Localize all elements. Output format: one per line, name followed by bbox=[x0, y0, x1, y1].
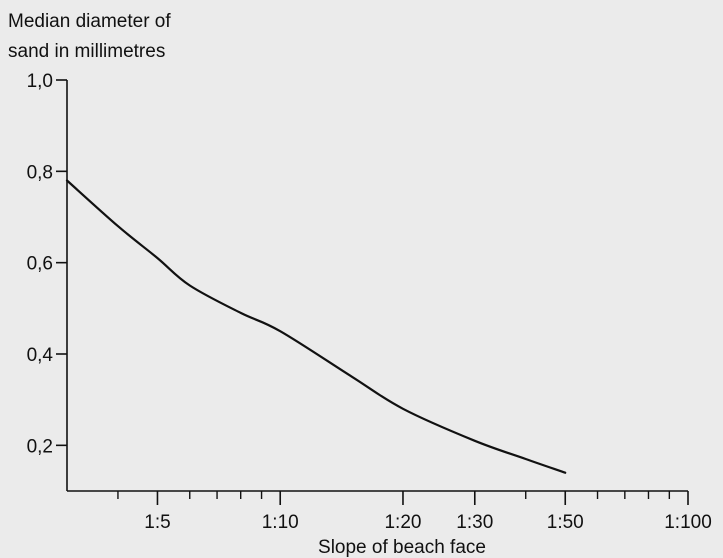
y-axis-title-line-2: sand in millimetres bbox=[8, 41, 165, 62]
y-tick-label: 1,0 bbox=[27, 71, 53, 92]
y-ticks: 1,0 0,8 0,6 0,4 0,2 bbox=[27, 71, 67, 457]
y-tick-label: 0,6 bbox=[27, 254, 53, 275]
x-tick-label: 1:10 bbox=[262, 512, 299, 533]
series-line bbox=[65, 179, 567, 474]
x-tick-label: 1:100 bbox=[664, 512, 712, 533]
y-tick-label: 0,4 bbox=[27, 345, 54, 366]
x-tick-label: 1:30 bbox=[456, 512, 493, 533]
x-tick-label: 1:50 bbox=[547, 512, 584, 533]
y-axis-title: Median diameter of sand in millimetres bbox=[8, 11, 171, 62]
x-tick-label: 1:5 bbox=[144, 512, 170, 533]
y-tick-label: 0,8 bbox=[27, 162, 53, 183]
x-ticks: 1:5 1:10 1:20 1:30 1:50 1:100 bbox=[117, 491, 712, 533]
y-tick-label: 0,2 bbox=[27, 436, 53, 457]
x-axis-title: Slope of beach face bbox=[318, 537, 486, 558]
y-axis-title-line-1: Median diameter of bbox=[8, 11, 171, 32]
x-tick-label: 1:20 bbox=[384, 512, 421, 533]
